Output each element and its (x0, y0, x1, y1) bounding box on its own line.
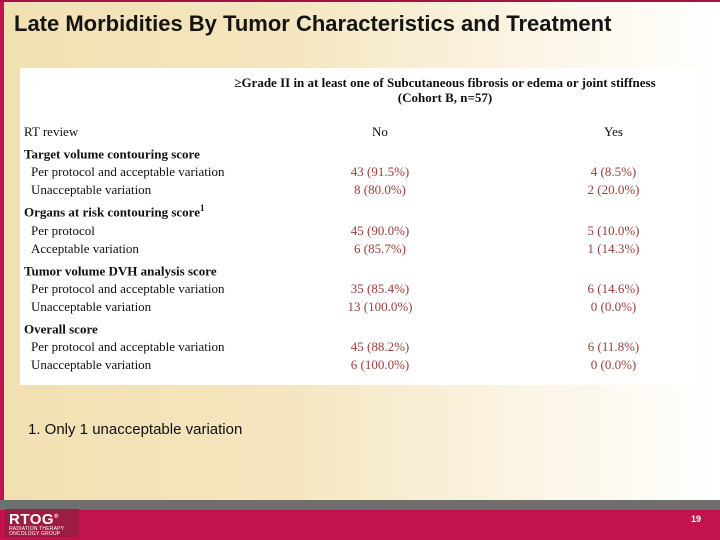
rtog-logo: RTOG® Radiation Therapy Oncology Group (5, 509, 79, 537)
table-header-line2: (Cohort B, n=57) (397, 90, 493, 105)
cell-no: 43 (91.5%) (350, 164, 410, 180)
section-header-target-volume-contouring: Target volume contouring score (24, 146, 200, 162)
cell-no: 6 (100.0%) (350, 357, 410, 373)
section-header-tumor-volume-dvh: Tumor volume DVH analysis score (24, 262, 217, 278)
section-header-overall-score: Overall score (24, 321, 98, 337)
section-header-organs-at-risk-contouring: Organs at risk contouring score1 (24, 203, 205, 220)
table-spanning-header: ≥Grade II in at least one of Subcutaneou… (188, 75, 702, 105)
table-grid: RT review No Yes Target volume contourin… (20, 123, 702, 374)
column-header-no: No (372, 124, 388, 139)
row-label: Acceptable variation (31, 240, 139, 256)
cell-yes: 4 (8.5%) (590, 164, 637, 180)
row-label: Per protocol and acceptable variation (31, 280, 225, 296)
cell-no: 6 (85.7%) (354, 240, 406, 256)
rtog-logo-subtitle-line1: Radiation Therapy (9, 526, 65, 532)
footer-gray-bar (0, 500, 720, 510)
footnote-marker: 1 (199, 203, 205, 214)
table-header-line1: ≥Grade II in at least one of Subcutaneou… (234, 75, 656, 90)
cell-no: 35 (85.4%) (350, 280, 410, 296)
cell-no: 45 (88.2%) (350, 339, 410, 355)
slide-page-number: 19 (690, 514, 701, 524)
cell-no: 45 (90.0%) (350, 222, 410, 238)
row-label: Unacceptable variation (31, 182, 152, 198)
column-header-rt-review: RT review (24, 124, 79, 139)
cell-yes: 0 (0.0%) (590, 357, 637, 373)
slide-left-accent-stripe (0, 2, 4, 500)
cell-yes: 6 (14.6%) (587, 280, 640, 296)
row-label: Unacceptable variation (31, 298, 152, 314)
cell-yes: 6 (11.8%) (587, 339, 640, 355)
row-label: Per protocol and acceptable variation (31, 339, 225, 355)
row-label: Per protocol (31, 222, 95, 238)
cell-yes: 0 (0.0%) (590, 298, 637, 314)
registered-mark-icon: ® (54, 514, 59, 520)
footer-red-bar (0, 510, 720, 540)
cell-yes: 5 (10.0%) (587, 222, 640, 238)
slide-title: Late Morbidities By Tumor Characteristic… (14, 11, 612, 36)
slide-top-border (0, 0, 720, 2)
slide-footnote: 1. Only 1 unacceptable variation (28, 421, 243, 438)
cell-yes: 1 (14.3%) (587, 240, 640, 256)
morbidity-table: ≥Grade II in at least one of Subcutaneou… (20, 68, 702, 385)
column-header-yes: Yes (604, 124, 623, 139)
rtog-logo-wordmark: RTOG® (9, 511, 59, 528)
row-label: Per protocol and acceptable variation (31, 164, 225, 180)
rtog-logo-subtitle-line2: Oncology Group (9, 531, 61, 537)
cell-no: 8 (80.0%) (354, 182, 406, 198)
cell-yes: 2 (20.0%) (587, 182, 640, 198)
row-label: Unacceptable variation (31, 357, 152, 373)
cell-no: 13 (100.0%) (347, 298, 413, 314)
